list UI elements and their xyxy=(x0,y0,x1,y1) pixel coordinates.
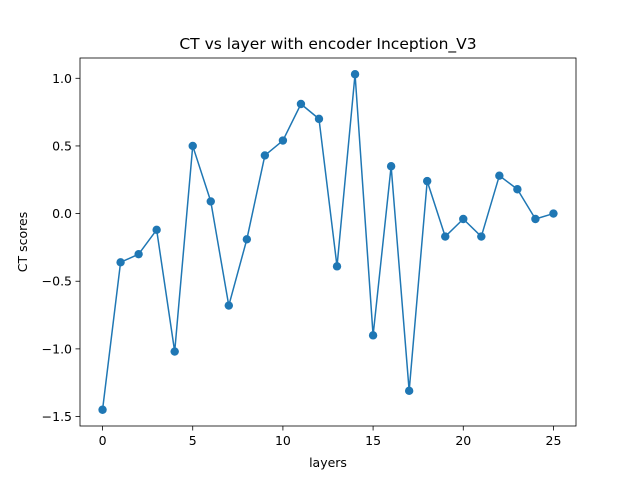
x-axis-label: layers xyxy=(309,455,347,470)
x-tick-label: 10 xyxy=(275,433,291,448)
data-point xyxy=(423,176,432,186)
data-point xyxy=(296,99,306,109)
y-tick-label: −1.5 xyxy=(42,409,72,424)
data-point xyxy=(531,214,540,224)
y-tick-label: 0.0 xyxy=(52,206,72,221)
x-tick-label: 15 xyxy=(365,433,381,448)
x-tick-label: 5 xyxy=(189,433,197,448)
y-tick-label: 0.5 xyxy=(52,138,72,153)
y-axis-label: CT scores xyxy=(15,212,30,272)
data-point xyxy=(459,214,468,224)
data-point xyxy=(260,151,270,160)
x-tick-label: 25 xyxy=(546,433,562,448)
x-tick-label: 0 xyxy=(99,433,107,448)
chart-title: CT vs layer with encoder Inception_V3 xyxy=(179,35,476,54)
y-tick-label: −1.0 xyxy=(42,341,72,356)
data-point xyxy=(477,232,486,241)
data-point xyxy=(224,301,233,310)
data-point xyxy=(495,171,504,180)
data-point xyxy=(368,331,378,340)
data-point xyxy=(350,70,360,79)
data-point xyxy=(549,209,558,218)
data-point xyxy=(170,347,179,356)
data-point xyxy=(152,225,161,235)
data-point xyxy=(242,235,252,244)
data-point xyxy=(404,386,414,396)
data-point xyxy=(206,197,215,206)
x-tick-label: 20 xyxy=(455,433,471,448)
data-point xyxy=(188,141,197,151)
data-point xyxy=(386,162,396,171)
data-point xyxy=(332,262,342,271)
data-point xyxy=(441,232,450,241)
data-point xyxy=(98,405,107,414)
data-point xyxy=(116,258,125,267)
plot-area: 0 5 10 15 20 25 −1.5 −1.0 −0.5 0.0 0.5 1.0 xyxy=(42,57,577,448)
axes-frame xyxy=(79,57,577,427)
data-point xyxy=(314,114,324,124)
data-point xyxy=(513,185,522,194)
data-point xyxy=(278,136,288,145)
y-tick-label: 1.0 xyxy=(52,71,72,86)
data-point xyxy=(134,249,143,259)
y-tick-label: −0.5 xyxy=(42,274,72,289)
